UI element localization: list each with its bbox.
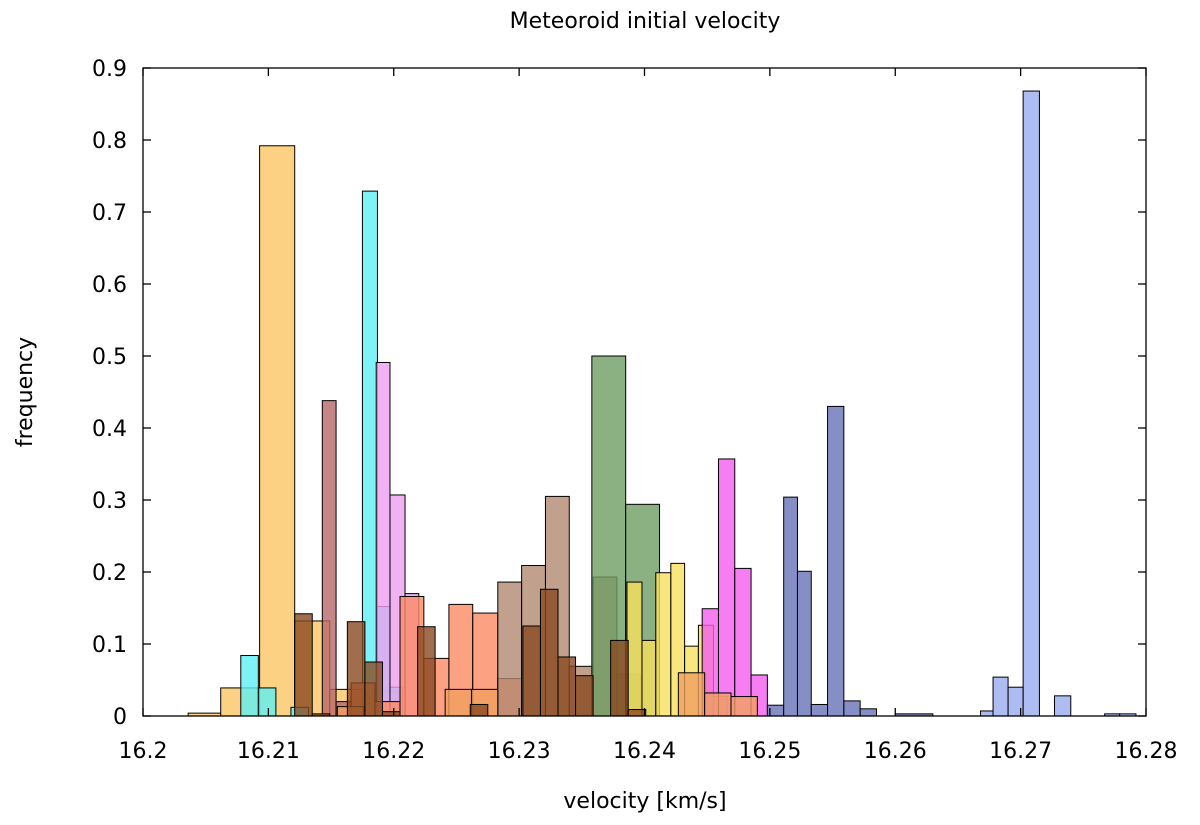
bar-series-11-bin-4 (704, 692, 732, 717)
y-tick-label-5: 0.5 (92, 345, 127, 370)
x-tick-label-0: 16.2 (119, 739, 168, 764)
y-tick-label-7: 0.7 (92, 201, 127, 226)
bar-series-12-bin-10 (575, 675, 594, 717)
bar-series-12-bin-6 (469, 703, 489, 717)
y-axis-title: frequency (13, 337, 38, 447)
bar-series-12-bin-9 (557, 656, 577, 717)
bar-series-10-bin-0 (980, 710, 994, 717)
y-tick-label-2: 0.2 (92, 561, 127, 586)
x-axis-title: velocity [km/s] (563, 789, 726, 814)
chart-title: Meteoroid initial velocity (510, 9, 781, 34)
plot-frame (142, 67, 1147, 717)
bar-series-4-bin-0 (321, 400, 337, 717)
bar-series-8-bin-1 (717, 458, 736, 717)
bar-series-1-bin-0 (240, 655, 259, 717)
bar-series-9-bin-4 (827, 405, 845, 717)
bar-series-11-bin-3 (677, 672, 706, 717)
bar-series-7-bin-2 (655, 572, 672, 717)
bars-layer (187, 90, 1137, 717)
bar-series-11-bin-5 (730, 696, 758, 717)
x-tick-label-3: 16.23 (488, 739, 551, 764)
bar-series-9-bin-1 (783, 496, 798, 717)
bar-series-9-bin-5 (843, 700, 861, 717)
bar-series-7-bin-1 (641, 639, 657, 717)
bar-series-5-bin-0 (497, 581, 523, 717)
y-tick-label-1: 0.1 (92, 633, 127, 658)
bar-series-10-bin-3 (1022, 90, 1040, 717)
bar-series-12-bin-0 (294, 613, 313, 717)
y-tick-label-0: 0 (113, 705, 127, 730)
x-tick-label-2: 16.22 (362, 739, 425, 764)
bar-series-8-bin-2 (734, 567, 752, 717)
x-tick-label-7: 16.27 (989, 739, 1052, 764)
bar-series-12-bin-7 (522, 625, 541, 717)
bar-series-11-bin-1 (444, 688, 472, 717)
bar-series-12-bin-2 (346, 621, 366, 717)
bar-series-9-bin-6 (859, 708, 877, 717)
x-tick-label-8: 16.28 (1115, 739, 1178, 764)
bar-series-1-bin-1 (257, 687, 277, 717)
y-tick-label-3: 0.3 (92, 489, 127, 514)
bar-series-12-bin-12 (627, 709, 647, 717)
y-tick-label-6: 0.6 (92, 273, 127, 298)
bar-series-0-bin-2 (259, 145, 296, 717)
y-tick-label-4: 0.4 (92, 417, 127, 442)
y-tick-label-8: 0.8 (92, 129, 127, 154)
x-tick-label-5: 16.25 (738, 739, 801, 764)
x-tick-label-1: 16.21 (237, 739, 300, 764)
y-tick-label-9: 0.9 (92, 57, 127, 82)
bar-series-12-bin-5 (417, 626, 436, 717)
bar-series-12-bin-11 (610, 639, 629, 717)
bar-series-12-bin-3 (364, 661, 383, 717)
bar-series-10-bin-4 (1053, 695, 1072, 717)
bar-series-7-bin-0 (626, 581, 643, 717)
bar-series-12-bin-8 (539, 588, 559, 717)
x-tick-label-4: 16.24 (613, 739, 676, 764)
bar-series-9-bin-2 (796, 570, 812, 717)
bar-series-9-bin-3 (810, 703, 829, 717)
bar-series-10-bin-1 (992, 676, 1009, 717)
ticks-layer: 16.2 16.21 16.22 16.23 16.24 16.25 16.26 16.27 1… (92, 57, 1177, 764)
x-tick-label-6: 16.26 (864, 739, 927, 764)
